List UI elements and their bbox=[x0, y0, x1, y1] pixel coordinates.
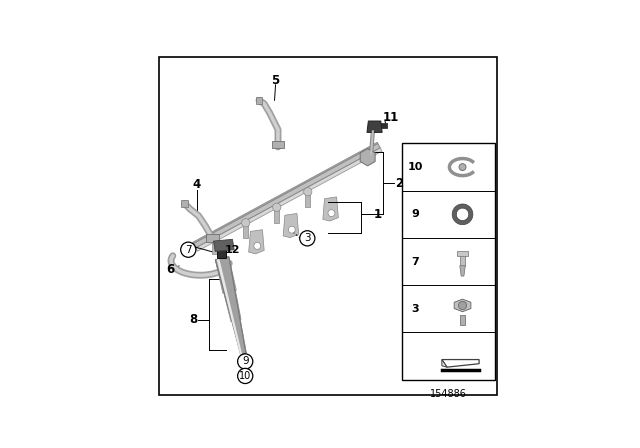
Text: 3: 3 bbox=[412, 304, 419, 314]
Bar bbox=[206, 234, 219, 242]
Text: 2: 2 bbox=[395, 177, 403, 190]
Polygon shape bbox=[193, 142, 378, 244]
Polygon shape bbox=[367, 121, 382, 133]
Circle shape bbox=[459, 164, 466, 171]
Bar bbox=[381, 124, 387, 128]
Circle shape bbox=[211, 234, 219, 242]
Circle shape bbox=[328, 210, 335, 216]
Polygon shape bbox=[216, 257, 236, 293]
Circle shape bbox=[303, 188, 312, 196]
Polygon shape bbox=[193, 143, 380, 248]
Circle shape bbox=[289, 226, 295, 233]
Text: 11: 11 bbox=[383, 111, 399, 124]
Text: 10: 10 bbox=[239, 371, 252, 381]
Text: 3: 3 bbox=[304, 233, 310, 243]
Polygon shape bbox=[216, 257, 246, 354]
Polygon shape bbox=[283, 214, 299, 237]
Bar bbox=[460, 315, 465, 325]
Text: 4: 4 bbox=[193, 178, 201, 191]
Polygon shape bbox=[196, 148, 382, 251]
Polygon shape bbox=[243, 221, 248, 238]
Bar bbox=[216, 245, 226, 258]
Polygon shape bbox=[460, 266, 465, 276]
Text: 5: 5 bbox=[271, 74, 280, 87]
Text: 8: 8 bbox=[189, 314, 197, 327]
Circle shape bbox=[273, 203, 281, 211]
Polygon shape bbox=[442, 360, 479, 367]
Circle shape bbox=[254, 242, 260, 250]
Polygon shape bbox=[442, 360, 447, 367]
Text: 9: 9 bbox=[242, 357, 248, 366]
Polygon shape bbox=[216, 257, 241, 322]
Bar bbox=[460, 255, 465, 266]
Polygon shape bbox=[217, 259, 242, 355]
Polygon shape bbox=[323, 197, 339, 221]
Bar bbox=[272, 141, 284, 148]
Circle shape bbox=[237, 354, 253, 369]
Bar bbox=[458, 251, 468, 256]
Circle shape bbox=[237, 368, 253, 383]
Bar bbox=[402, 143, 495, 380]
Text: 7: 7 bbox=[185, 245, 191, 255]
Polygon shape bbox=[214, 239, 234, 251]
Circle shape bbox=[241, 219, 250, 227]
Circle shape bbox=[458, 301, 467, 310]
Polygon shape bbox=[212, 237, 217, 254]
Text: 9: 9 bbox=[412, 209, 419, 220]
Text: 154886: 154886 bbox=[430, 389, 467, 400]
Text: 6: 6 bbox=[166, 263, 174, 276]
Bar bbox=[181, 200, 188, 207]
Polygon shape bbox=[454, 299, 471, 312]
Polygon shape bbox=[249, 230, 264, 254]
Text: 10: 10 bbox=[408, 162, 423, 172]
Polygon shape bbox=[360, 149, 375, 166]
Circle shape bbox=[180, 242, 196, 257]
Bar bbox=[255, 97, 262, 104]
Text: 12: 12 bbox=[225, 245, 240, 255]
Polygon shape bbox=[274, 206, 279, 223]
Circle shape bbox=[300, 231, 315, 246]
Text: 7: 7 bbox=[412, 257, 419, 267]
Polygon shape bbox=[305, 190, 310, 207]
Text: 1: 1 bbox=[374, 208, 382, 221]
